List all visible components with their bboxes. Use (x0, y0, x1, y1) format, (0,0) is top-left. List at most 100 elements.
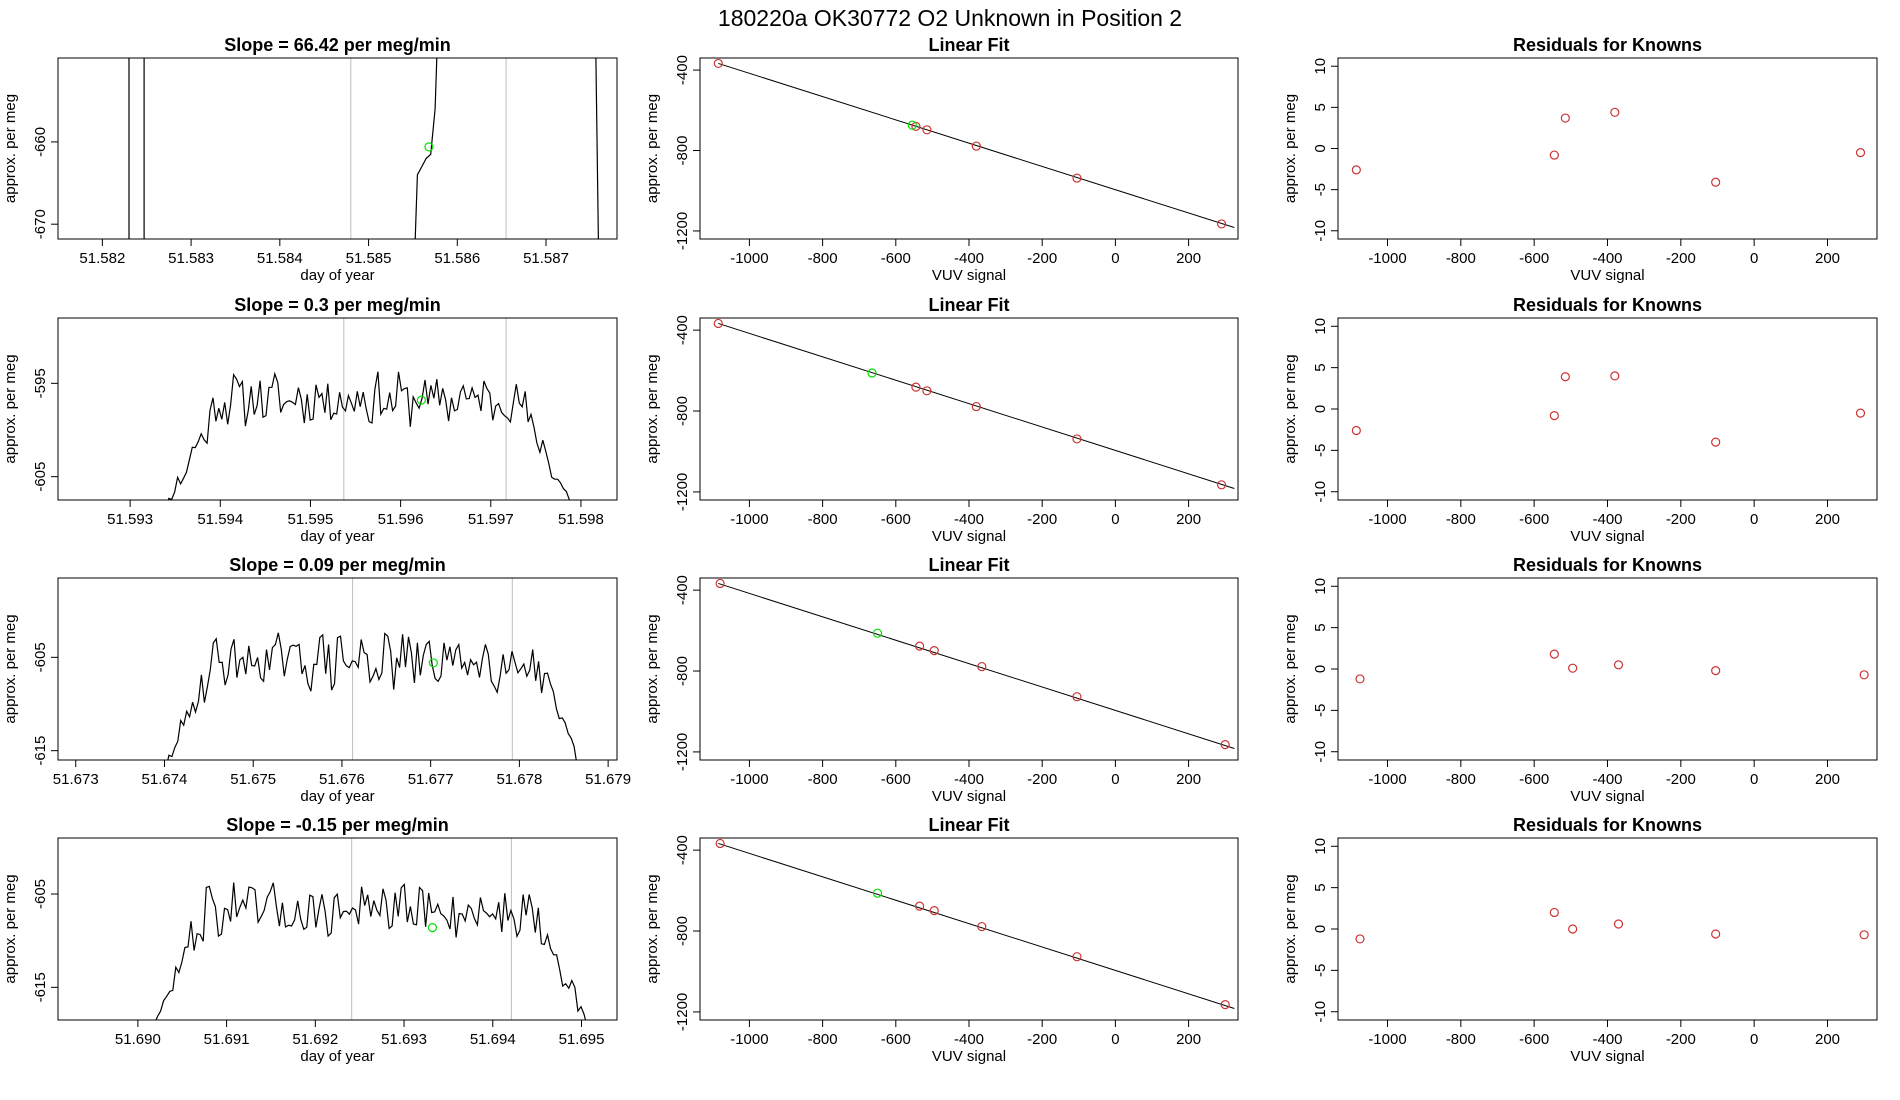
known-point (1072, 692, 1082, 702)
chart-title: Linear Fit (928, 555, 1009, 575)
x-tick-label: 200 (1176, 250, 1201, 267)
x-tick-label: 51.594 (197, 511, 243, 528)
y-tick-label: 10 (1312, 58, 1329, 75)
x-tick-label: -400 (954, 511, 984, 528)
y-axis-label: approx. per meg (644, 874, 661, 983)
x-tick-label: 200 (1176, 511, 1201, 528)
residual-point (1610, 371, 1620, 381)
unknown-point (428, 658, 438, 668)
known-point (713, 58, 723, 69)
x-axis-label: VUV signal (932, 267, 1006, 284)
x-tick-label: -400 (954, 250, 984, 267)
y-tick-label: 5 (1312, 103, 1329, 111)
x-tick-label: -200 (1027, 511, 1057, 528)
x-axis-label: VUV signal (932, 788, 1006, 805)
x-axis-label: day of year (300, 1048, 374, 1065)
known-point (914, 901, 925, 911)
x-tick-label: -200 (1666, 511, 1696, 528)
x-tick-label: 0 (1111, 511, 1119, 528)
y-tick-label: 0 (1312, 144, 1329, 152)
linear-fit-chart-r1: Linear Fit -1000 -800 -600 -400 -200 0 200 -400 -… (644, 35, 1239, 284)
y-tick-label: -10 (1312, 481, 1329, 503)
x-tick-label: 51.690 (115, 1031, 161, 1048)
x-axis-label: VUV signal (932, 1048, 1006, 1065)
x-tick-label: 51.585 (346, 250, 392, 267)
residuals-chart-r3: Residuals for Knowns-1000 -800 -600 -400 -20… (1282, 555, 1878, 805)
x-tick-label: 51.583 (168, 250, 214, 267)
plot-area (128, 58, 599, 239)
plot-area (713, 58, 1235, 229)
residual-point (1549, 411, 1559, 421)
x-tick-label: 51.694 (470, 1031, 516, 1048)
x-tick-label: -800 (1446, 250, 1476, 267)
plot-frame (699, 577, 1239, 761)
plot-frame (699, 317, 1239, 501)
plot-area (155, 838, 587, 1020)
y-axis-label: approx. per meg (1282, 874, 1299, 983)
x-tick-label: 51.676 (319, 771, 365, 788)
timeseries-chart-r2: Slope = 0.3 per meg/min 51.593 51.594 51.59… (2, 295, 618, 545)
plot-frame (57, 57, 618, 240)
unknown-point (427, 922, 438, 933)
x-tick-label: -1000 (1368, 1031, 1406, 1048)
y-tick-label: 10 (1312, 838, 1329, 855)
plot-frame (1337, 837, 1878, 1021)
known-point (1220, 1000, 1230, 1010)
y-tick-label: 5 (1312, 623, 1329, 631)
x-tick-label: 51.597 (468, 511, 514, 528)
x-tick-label: -1000 (1368, 771, 1406, 788)
plot-frame (1337, 317, 1878, 501)
x-tick-label: 51.691 (204, 1031, 250, 1048)
x-axis-label: day of year (300, 528, 374, 545)
x-tick-label: -400 (954, 771, 984, 788)
known-point (971, 141, 981, 151)
x-tick-label: 51.587 (523, 250, 569, 267)
residual-point (1568, 663, 1578, 673)
x-tick-label: 0 (1750, 511, 1758, 528)
y-tick-label: -800 (674, 916, 691, 946)
y-tick-label: -605 (32, 642, 49, 672)
residual-point (1568, 924, 1578, 934)
x-tick-label: -200 (1027, 250, 1057, 267)
x-tick-label: 51.678 (496, 771, 542, 788)
x-tick-label: 51.595 (288, 511, 334, 528)
y-axis-label: approx. per meg (1282, 354, 1299, 463)
residual-point (1711, 666, 1721, 676)
residual-point (1549, 150, 1559, 160)
y-tick-label: -605 (32, 462, 49, 492)
y-tick-label: -5 (1312, 444, 1329, 457)
y-axis-label: approx. per meg (2, 614, 19, 723)
y-tick-label: 5 (1312, 883, 1329, 891)
x-tick-label: 51.677 (408, 771, 454, 788)
x-tick-label: 200 (1815, 511, 1840, 528)
known-point (977, 661, 987, 672)
known-point (914, 641, 925, 651)
x-tick-label: -800 (1446, 1031, 1476, 1048)
plot-area (715, 838, 1235, 1010)
x-tick-label: 200 (1815, 771, 1840, 788)
x-tick-label: -1000 (730, 250, 768, 267)
timeseries-chart-r3: Slope = 0.09 per meg/min 51.673 51.674 51.6… (2, 555, 631, 805)
y-tick-label: -800 (674, 656, 691, 686)
x-tick-label: 200 (1815, 1031, 1840, 1048)
x-tick-label: 200 (1815, 250, 1840, 267)
x-tick-label: -400 (1592, 1031, 1622, 1048)
plot-frame (1337, 57, 1878, 240)
residuals-chart-r4: Residuals for Knowns-1000 -800 -600 -400 -20… (1282, 815, 1878, 1065)
y-tick-label: -10 (1312, 1001, 1329, 1023)
x-tick-label: 0 (1111, 250, 1119, 267)
x-tick-label: 51.598 (558, 511, 604, 528)
residuals-chart-r1: Residuals for Knowns-1000 -800 -600 -400 -20… (1282, 35, 1878, 284)
x-tick-label: -1000 (730, 511, 768, 528)
residual-point (1549, 649, 1559, 659)
x-tick-label: -400 (1592, 250, 1622, 267)
plot-frame (699, 837, 1239, 1021)
x-tick-label: -600 (881, 250, 911, 267)
x-tick-label: -1000 (730, 771, 768, 788)
x-axis-label: VUV signal (932, 528, 1006, 545)
y-tick-label: -615 (32, 736, 49, 766)
chart-title: Residuals for Knowns (1513, 555, 1702, 575)
x-axis-label: VUV signal (1570, 267, 1644, 284)
x-tick-label: 51.695 (559, 1031, 605, 1048)
y-tick-label: -400 (674, 55, 691, 85)
